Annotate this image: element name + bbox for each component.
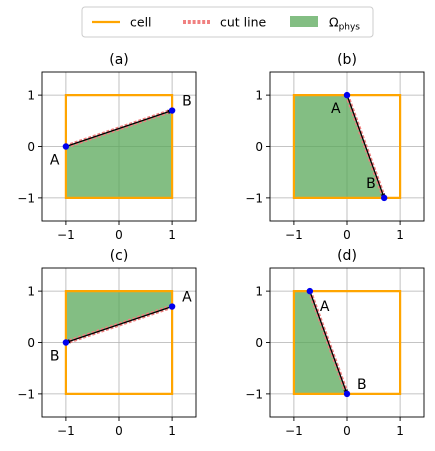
region-omega-phys [293, 95, 385, 198]
region-omega-phys [65, 291, 173, 343]
y-tick-label: 0 [255, 336, 263, 350]
cut-arrow [65, 305, 173, 344]
x-tick-label: −1 [57, 424, 75, 438]
y-tick-label: 1 [27, 285, 35, 299]
x-tick-label: 0 [343, 424, 351, 438]
point-a [62, 143, 70, 150]
legend-label-cell: cell [130, 15, 152, 30]
y-tick-label: 0 [27, 336, 35, 350]
y-tick-label: −1 [245, 387, 263, 401]
x-tick-label: −1 [285, 424, 303, 438]
point-label-a: A [182, 290, 192, 306]
point-a [306, 287, 314, 295]
x-tick-label: 1 [396, 228, 404, 242]
panel-title-c: (c) [110, 248, 129, 264]
cell-outline [64, 290, 174, 395]
legend-label-cut-line: cut line [220, 15, 267, 30]
panel-b: A B −1 0 1 −1 0 1 (b) [245, 52, 425, 242]
y-tick-label: −1 [17, 191, 35, 205]
y-tick-label: −1 [245, 191, 263, 205]
legend-label-region-symbol: Ω [329, 15, 339, 30]
panels: AB−1 0 1−101(a)AB−1 0 1−101(b)AB−1 0 1−101(c)A… [17, 52, 425, 438]
cut-arrow [309, 290, 348, 395]
cut-arrow [65, 109, 173, 148]
legend-label-region-subscript: phys [339, 23, 361, 33]
point-label-a: A [331, 101, 341, 117]
point-b [168, 107, 176, 114]
panel-title-a: (a) [109, 52, 129, 68]
point-label-b: B [366, 176, 376, 192]
cell-outline [64, 94, 174, 199]
panel-title-b: (b) [337, 52, 357, 68]
cut-arrow [346, 94, 385, 199]
y-tick-label: −1 [17, 387, 35, 401]
y-tick-label: 0 [255, 140, 263, 154]
point-label-a: A [50, 153, 60, 169]
x-tick-label: 1 [168, 228, 176, 242]
cell-outline [292, 290, 402, 395]
point-label-b: B [182, 94, 192, 110]
x-tick-label: 0 [115, 424, 123, 438]
x-tick-label: 0 [343, 228, 351, 242]
legend-label-region: Ωphys [329, 15, 360, 33]
region-omega-phys [65, 110, 173, 198]
x-tick-label: −1 [57, 228, 75, 242]
y-tick-label: 1 [255, 89, 263, 103]
region-omega-phys [293, 291, 347, 394]
x-tick-label: 1 [396, 424, 404, 438]
x-tick-label: −1 [285, 228, 303, 242]
point-b [380, 194, 388, 202]
point-a [168, 303, 176, 310]
point-label-b: B [357, 377, 367, 393]
panel-c: A B −1 0 1 −1 0 1 (c) [17, 248, 197, 438]
legend-swatch-region [290, 16, 318, 27]
point-b [62, 339, 70, 346]
x-tick-label: 0 [115, 228, 123, 242]
panel-title-d: (d) [337, 248, 357, 264]
y-tick-label: 1 [255, 285, 263, 299]
cell-outline [292, 94, 402, 199]
point-b [343, 390, 351, 398]
legend: cell cut line Ωphys [81, 6, 374, 38]
point-label-a: A [320, 299, 330, 315]
point-a [343, 91, 351, 99]
point-label-b: B [50, 349, 60, 365]
x-tick-label: 1 [168, 424, 176, 438]
legend-frame [81, 6, 374, 38]
y-tick-label: 0 [27, 140, 35, 154]
panel-a: A B −1 0 1 −1 0 1 (a) [17, 52, 197, 242]
y-tick-label: 1 [27, 89, 35, 103]
panel-d: A B −1 0 1 −1 0 1 (d) [245, 248, 425, 438]
